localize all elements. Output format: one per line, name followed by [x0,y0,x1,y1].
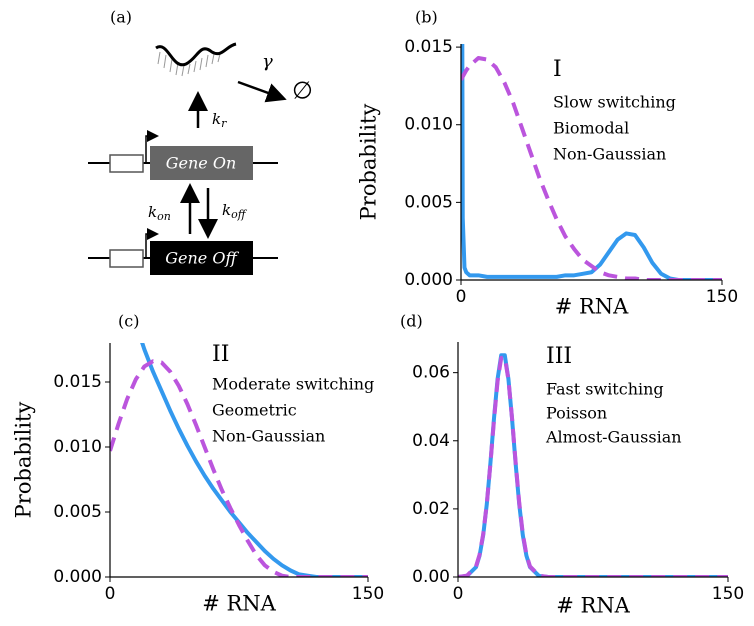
panel-label: (a) [110,8,132,27]
mrna [157,51,221,77]
gene-off-box [150,241,253,275]
decay-arrow [237,80,287,103]
annotation-title: III [546,344,572,369]
x-tick-label: 0 [453,584,464,604]
y-tick-label: 0.015 [404,37,453,57]
annotation-line: Slow switching [553,93,676,112]
annotation-line: Non-Gaussian [212,427,325,446]
annotation-line: Fast switching [546,380,664,399]
series-line [461,44,722,280]
k-on: kon [148,203,171,223]
annotation-line: Biomodal [553,119,629,138]
diagram: (a) γ ∅ kr Gene On kon koff Gene Off [88,8,313,275]
tss-arrow [145,130,159,163]
tss-arrow [145,228,159,258]
gene-on-box [150,146,253,180]
y-axis-label: Probability [12,402,36,519]
panel-label: (c) [118,312,139,331]
panel-label: (b) [415,8,438,27]
y-tick-label: 0.000 [53,567,102,587]
annotation-title: II [212,342,229,367]
y-tick-label: 0.010 [53,437,102,457]
y-tick-label: 0.010 [404,115,453,135]
y-tick-label: 0.015 [53,372,102,392]
series-line [110,359,368,577]
annotation-line: Non-Gaussian [553,145,666,164]
x-axis-label: # RNA [555,295,629,319]
y-tick-label: 0.005 [53,502,102,522]
y-tick-label: 0.000 [404,270,453,290]
promoter [109,154,144,173]
chart-panel: (d) 0.00 0.02 0.04 0.06 0 150 # RNA III Fast swit… [400,312,744,618]
x-tick-label: 150 [706,287,738,307]
y-tick-label: 0.005 [404,192,453,212]
x-axis-label: # RNA [202,592,276,616]
y-tick-label: 0.00 [412,567,450,587]
gamma: γ [262,51,273,72]
gene-off: Gene Off [165,249,239,268]
annotation-line: Geometric [212,401,297,420]
k-r: kr [212,110,227,130]
x-tick-label: 0 [456,287,467,307]
mrna-strand [155,42,237,67]
y-tick-label: 0.02 [412,499,450,519]
x-axis-label: # RNA [556,594,630,618]
x-tick-label: 0 [105,584,116,604]
empty-set: ∅ [292,77,313,105]
chart-panel: (b) 0.000 0.005 0.010 0.015 0 150 # RNA Probabil… [357,8,739,319]
chart-panel: (c) 0.000 0.005 0.010 0.015 0 150 # RNA Probabil… [12,312,385,616]
x-tick-label: 150 [352,584,384,604]
y-tick-label: 0.06 [412,363,450,383]
series-line [458,355,728,577]
y-tick-label: 0.04 [412,431,450,451]
promoter [109,249,144,268]
annotation-title: I [553,57,562,82]
k-off: koff [222,201,248,221]
series-line [461,55,722,280]
y-axis-label: Probability [357,104,381,221]
panel-label: (d) [400,312,423,331]
annotation-line: Poisson [546,404,607,423]
annotation-line: Moderate switching [212,375,374,394]
gene-on: Gene On [166,154,237,173]
x-tick-label: 150 [712,584,744,604]
annotation-line: Almost-Gaussian [545,428,682,447]
